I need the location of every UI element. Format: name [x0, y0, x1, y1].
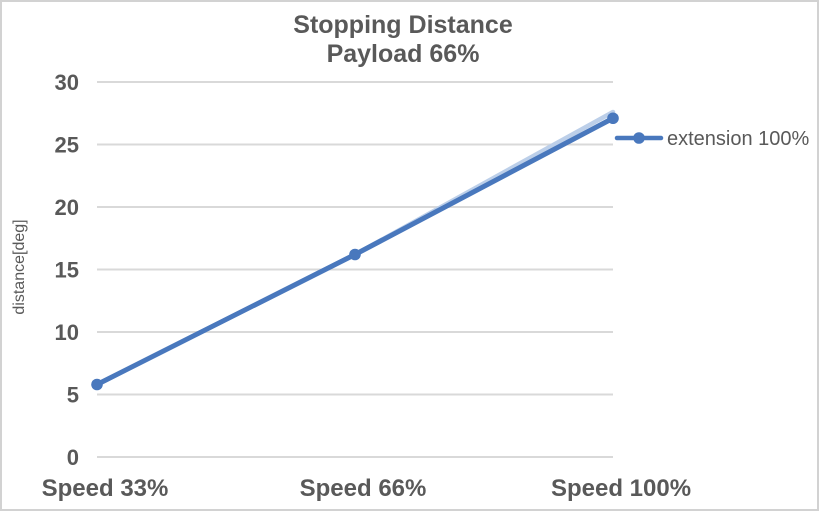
legend: extension 100% [614, 128, 810, 150]
y-axis-title: distance[deg] [11, 219, 28, 314]
series-lines [91, 109, 619, 391]
legend-dot-icon [633, 132, 645, 144]
y-tick-label: 30 [55, 70, 79, 95]
chart-title: Stopping Distance [293, 11, 513, 39]
x-category-label: Speed 33% [42, 475, 169, 502]
chart-subtitle: Payload 66% [327, 40, 480, 68]
y-tick-label: 0 [67, 445, 79, 470]
y-tick-label: 20 [55, 195, 79, 220]
data-point-marker [349, 248, 361, 261]
legend-label: extension 100% [667, 128, 810, 150]
y-axis-tick-labels: 0 5 10 15 20 25 30 [55, 70, 79, 470]
y-tick-label: 10 [55, 320, 79, 345]
data-point-marker [91, 378, 103, 391]
x-axis-category-labels: Speed 33% Speed 66% Speed 100% [42, 475, 691, 502]
y-tick-label: 5 [67, 383, 79, 408]
y-tick-label: 25 [55, 133, 79, 158]
x-category-label: Speed 100% [551, 475, 691, 502]
x-category-label: Speed 66% [300, 475, 427, 502]
data-point-marker [607, 112, 619, 125]
legend-line-marker-icon [614, 132, 664, 144]
y-tick-label: 15 [55, 258, 79, 283]
gridlines [97, 81, 613, 458]
